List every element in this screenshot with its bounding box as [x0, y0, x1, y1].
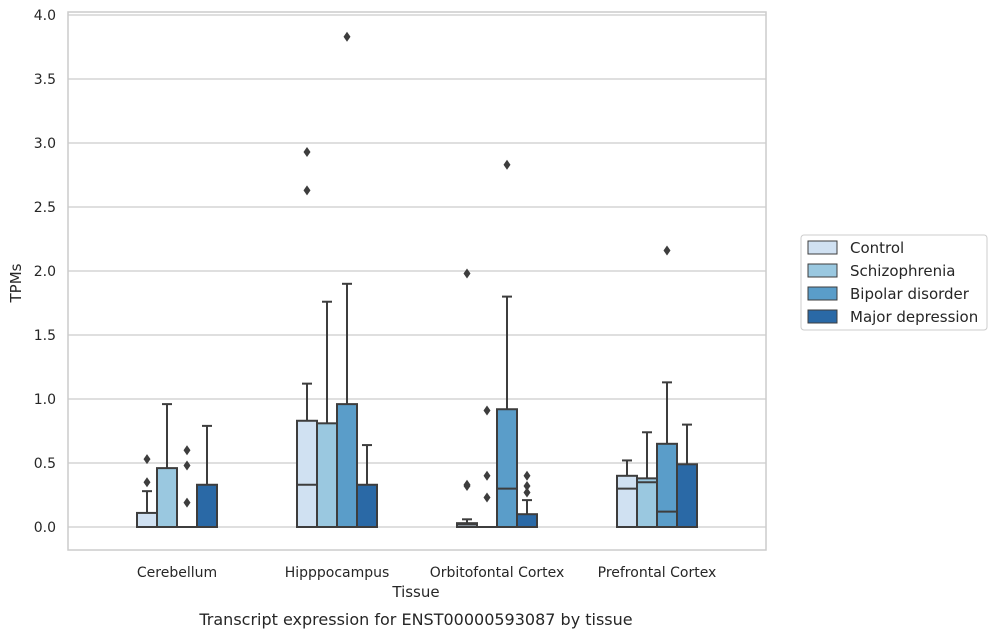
box-group	[656, 245, 678, 528]
outlier-point	[483, 492, 491, 503]
box-group	[516, 470, 538, 529]
box-group	[156, 403, 178, 528]
outlier-point	[303, 146, 311, 157]
outlier-point	[303, 185, 311, 196]
x-tick-label: Hipppocampus	[285, 565, 390, 581]
outlier-point	[483, 470, 491, 481]
x-tick-label: Orbitofontal Cortex	[430, 565, 565, 581]
legend-swatch	[807, 240, 838, 255]
box-group	[196, 424, 218, 529]
box-body	[316, 422, 338, 529]
x-tick-labels: Cerebellum Hipppocampus Orbitofontal Corte…	[137, 565, 716, 581]
x-tick-label: Prefrontal Cortex	[598, 565, 717, 581]
x-tick-label: Cerebellum	[137, 565, 217, 581]
box-body	[656, 442, 678, 528]
outlier-point	[503, 159, 511, 170]
legend-label: Bipolar disorder	[850, 285, 970, 303]
outlier-point	[523, 470, 531, 481]
legend-label: Major depression	[850, 308, 978, 326]
legend: Control Schizophrenia Bipolar disorder Majo…	[800, 234, 988, 331]
outlier-point	[343, 31, 351, 42]
legend-swatch	[807, 309, 838, 324]
outlier-point	[483, 405, 491, 416]
box-body	[356, 483, 378, 529]
box-body	[616, 474, 638, 528]
y-tick-label: 2.5	[34, 200, 56, 216]
legend-swatch	[807, 263, 838, 278]
box-body	[296, 419, 318, 529]
y-tick-label: 0.0	[34, 520, 56, 536]
outlier-point	[143, 477, 151, 488]
outlier-point	[183, 460, 191, 471]
box-group	[477, 405, 497, 528]
outlier-point	[143, 454, 151, 465]
outlier-point	[183, 497, 191, 508]
outlier-point	[463, 268, 471, 279]
box-body	[676, 463, 698, 528]
legend-frame	[800, 234, 988, 331]
box-body	[136, 511, 158, 528]
y-axis-label: TPMs	[7, 263, 25, 303]
y-tick-label: 2.0	[34, 264, 56, 280]
outlier-point	[663, 245, 671, 256]
y-tick-label: 3.5	[34, 72, 56, 88]
y-tick-label: 1.5	[34, 328, 56, 344]
y-tick-label: 0.5	[34, 456, 56, 472]
y-tick-label: 4.0	[34, 8, 56, 24]
y-tick-label: 1.0	[34, 392, 56, 408]
box-group	[177, 445, 197, 528]
box-plots	[136, 31, 698, 529]
x-axis-label: Tissue	[391, 583, 439, 601]
box-body	[336, 403, 358, 528]
legend-swatch	[807, 286, 838, 301]
legend-label: Control	[850, 239, 904, 257]
y-tick-labels: 0.0 0.5 1.0 1.5 2.0 2.5 3.0 3.5 4.0	[34, 8, 56, 536]
box-body	[196, 483, 218, 529]
y-tick-label: 3.0	[34, 136, 56, 152]
box-group	[456, 268, 478, 528]
box-body	[636, 477, 658, 528]
box-body	[156, 467, 178, 528]
plot-area	[67, 11, 767, 551]
box-group	[316, 300, 338, 529]
outlier-point	[523, 481, 531, 492]
box-group	[676, 423, 698, 528]
legend-label: Schizophrenia	[850, 262, 955, 280]
box-group	[496, 159, 518, 528]
outlier-point	[523, 487, 531, 498]
chart-caption: Transcript expression for ENST0000059308…	[198, 610, 632, 629]
box-group	[296, 146, 318, 529]
outlier-point	[183, 445, 191, 456]
box-group	[356, 444, 378, 529]
box-body	[516, 513, 538, 529]
box-group	[336, 31, 358, 528]
box-body	[496, 408, 518, 528]
outlier-point	[463, 479, 471, 490]
